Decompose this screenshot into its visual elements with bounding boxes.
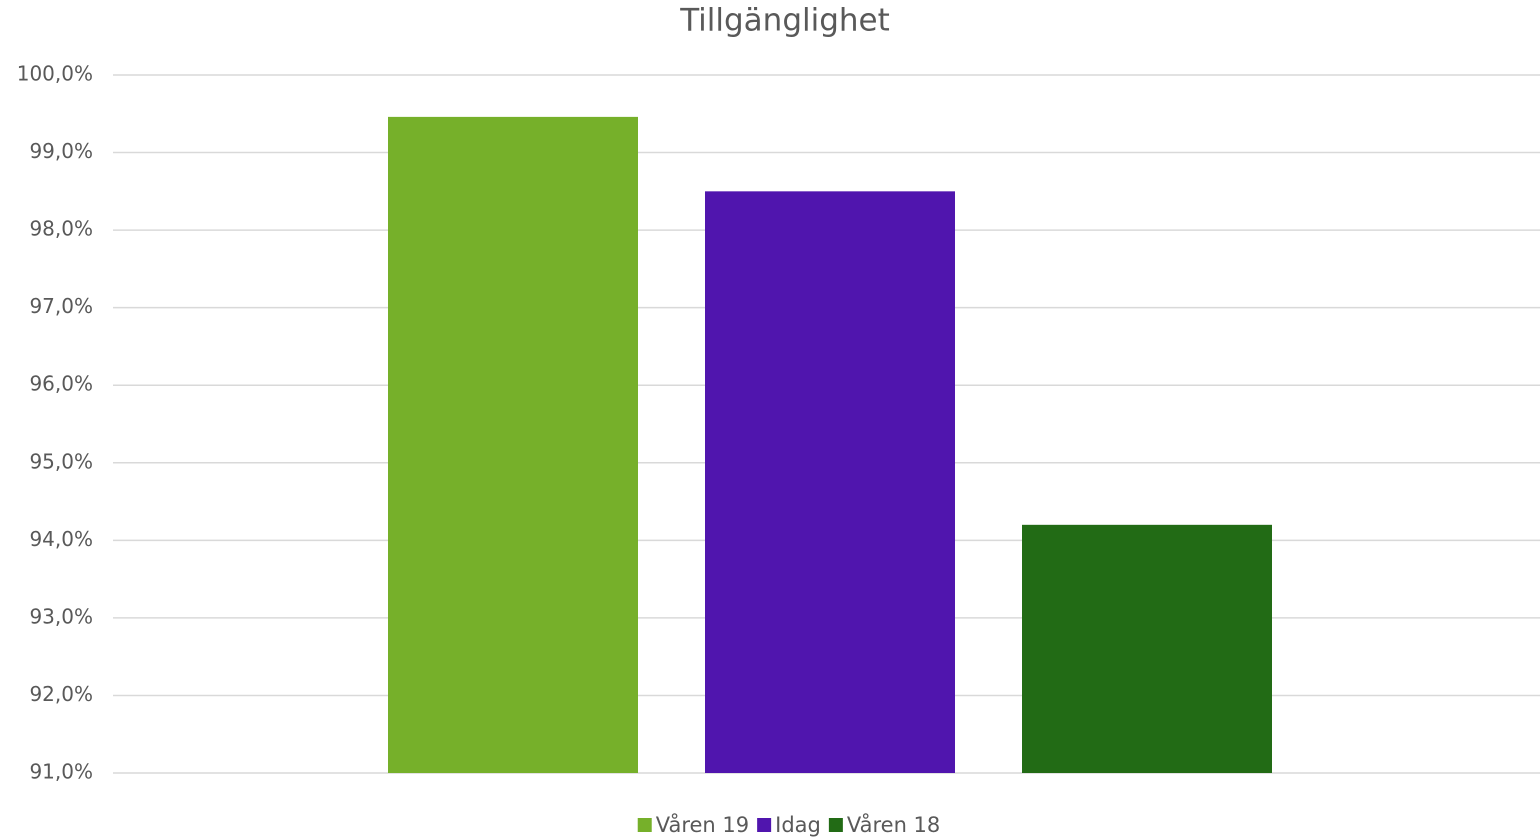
legend-swatch — [828, 818, 843, 832]
legend-swatch — [637, 818, 652, 832]
y-tick-label: 98,0% — [29, 217, 93, 241]
bar — [705, 191, 955, 774]
y-tick-label: 100,0% — [17, 62, 93, 86]
legend: Våren 19 Idag Våren 18 — [637, 812, 940, 837]
y-tick-label: 94,0% — [29, 527, 93, 551]
y-tick-label: 99,0% — [29, 139, 93, 163]
y-tick-label: 96,0% — [29, 372, 93, 396]
legend-label: Idag — [775, 813, 821, 837]
chart-title: Tillgänglighet — [679, 3, 890, 39]
y-tick-label: 92,0% — [29, 682, 93, 706]
y-tick-label: 93,0% — [29, 604, 93, 628]
legend-label: Våren 18 — [847, 812, 940, 837]
y-tick-label: 97,0% — [29, 294, 93, 318]
y-tick-label: 95,0% — [29, 449, 93, 473]
bar — [1022, 524, 1272, 773]
bar — [388, 116, 638, 773]
legend-swatch — [757, 818, 772, 832]
legend-label: Våren 19 — [656, 812, 749, 837]
y-tick-label: 91,0% — [29, 760, 93, 784]
